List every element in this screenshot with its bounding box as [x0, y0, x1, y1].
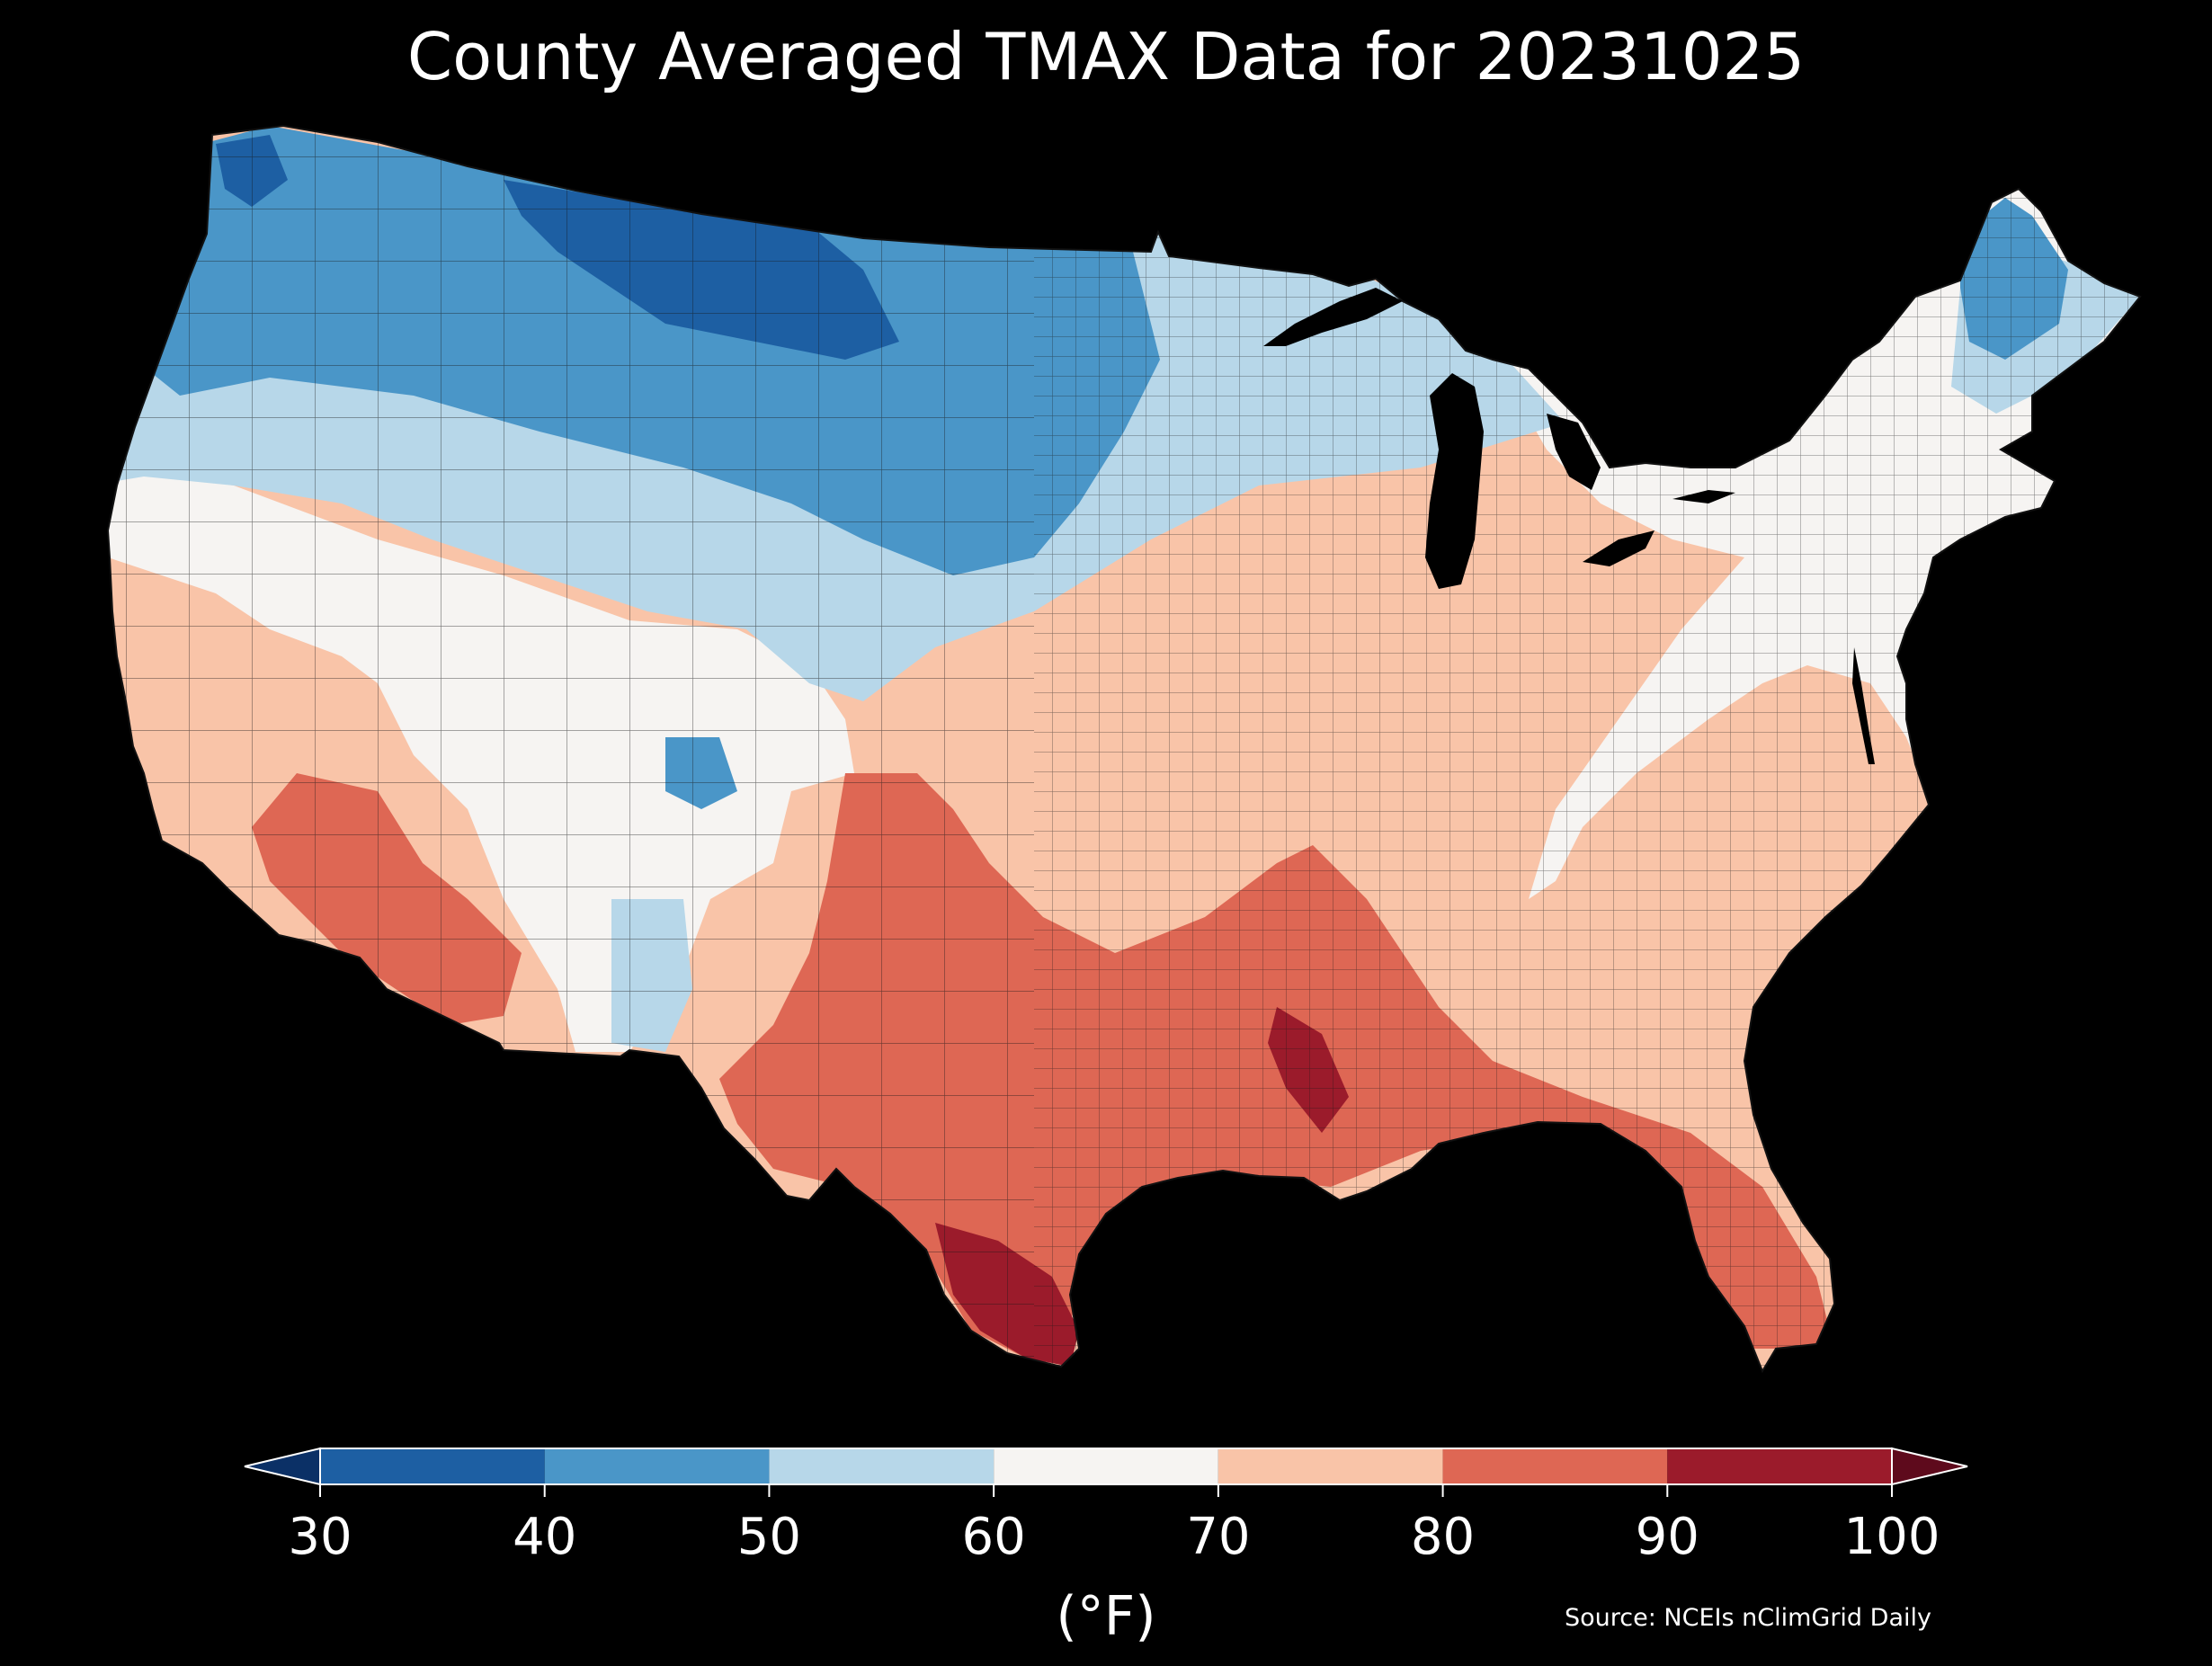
colorbar-frame: [319, 1448, 1893, 1485]
map-title: County Averaged TMAX Data for 20231025: [406, 19, 1806, 94]
colorbar-bin: [1442, 1448, 1668, 1484]
colorbar-bin: [1217, 1448, 1443, 1484]
colorbar-tick-label: 70: [1186, 1508, 1251, 1566]
colorbar-bin: [769, 1448, 995, 1484]
colorbar-bin: [1667, 1448, 1892, 1484]
colorbar: [244, 1447, 1968, 1497]
colorbar-tick-label: 100: [1843, 1508, 1940, 1566]
lake-michigan: [1425, 373, 1484, 589]
colorbar-tick-label: 60: [961, 1508, 1026, 1566]
source-note: Source: NCEIs nClimGrid Daily: [1565, 1604, 1931, 1632]
colorbar-bin: [544, 1448, 770, 1484]
colorbar-tick-label: 30: [288, 1508, 352, 1566]
colorbar-tick-label: 90: [1635, 1508, 1699, 1566]
chesapeake-bay: [1852, 647, 1875, 764]
colorbar-under-arrow: [244, 1447, 321, 1486]
lake-ontario: [1672, 490, 1735, 503]
colorbar-bin: [320, 1448, 545, 1484]
colorbar-bin: [994, 1448, 1218, 1484]
colorbar-tick-label: 40: [513, 1508, 577, 1566]
lake-erie: [1583, 530, 1655, 566]
great-lakes: [1263, 288, 1875, 764]
us-outline: [106, 124, 2142, 1374]
colorbar-unit-label: (°F): [1056, 1585, 1156, 1648]
colorbar-tick-label: 80: [1410, 1508, 1476, 1566]
lake-huron: [1547, 414, 1601, 490]
colorbar-over-arrow: [1891, 1447, 1968, 1486]
lake-superior: [1263, 288, 1403, 346]
colorbar-tick-label: 50: [736, 1508, 802, 1566]
